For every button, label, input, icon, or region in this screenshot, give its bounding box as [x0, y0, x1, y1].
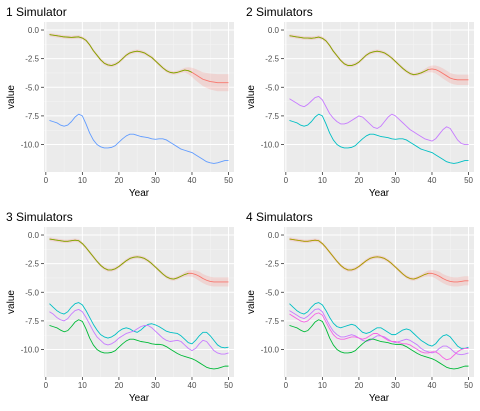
x-tick-label: 0: [44, 176, 49, 185]
y-axis-label: value: [6, 85, 17, 109]
series-ribbon: [49, 237, 229, 287]
x-tick-label: 30: [151, 176, 160, 185]
y-tick-label: -5.0: [265, 83, 279, 92]
x-axis-label: Year: [369, 188, 390, 199]
y-tick-label: -7.5: [265, 112, 279, 121]
y-tick-label: -10.0: [261, 141, 280, 150]
y-tick-label: -5.0: [25, 288, 39, 297]
series-line-6: [289, 319, 469, 370]
x-tick-label: 0: [284, 176, 289, 185]
series-line-5: [289, 312, 469, 361]
series-line-3: [49, 302, 229, 349]
y-tick-label: 0.0: [28, 26, 40, 35]
x-tick-label: 30: [391, 176, 400, 185]
series-line-4: [289, 308, 469, 356]
series-line-4: [49, 308, 229, 355]
x-tick-label: 40: [428, 176, 437, 185]
x-tick-label: 10: [318, 381, 327, 390]
x-tick-label: 50: [464, 381, 473, 390]
y-tick-label: 0.0: [28, 231, 40, 240]
y-tick-label: -2.5: [25, 55, 39, 64]
y-tick-label: 0.0: [268, 231, 280, 240]
y-axis-label: value: [246, 290, 257, 314]
y-axis-label: value: [246, 85, 257, 109]
series-line-2: [49, 34, 193, 74]
series-line-2: [49, 238, 189, 280]
x-tick-label: 40: [188, 381, 197, 390]
series-line-2: [289, 238, 429, 280]
x-tick-label: 0: [44, 381, 49, 390]
y-tick-label: -10.0: [261, 346, 280, 355]
series-line-3: [289, 302, 469, 349]
x-tick-label: 10: [78, 381, 87, 390]
x-axis-label: Year: [129, 188, 150, 199]
panel-title: 2 Simulators: [246, 5, 313, 19]
facet-panel-2: 2 Simulators 0 10 20 30 40 50 0.0 -2.5 -5.0 -7.5 -1…: [246, 5, 474, 199]
x-tick-label: 20: [114, 381, 123, 390]
x-tick-label: 50: [224, 176, 233, 185]
series-line-2: [289, 35, 429, 76]
facet-panel-3: 3 Simulators 0 10 20 30 40 50 0.0 -2.5 -5.0 -7.5 -1…: [6, 210, 234, 404]
x-tick-label: 30: [151, 381, 160, 390]
y-tick-label: -7.5: [265, 317, 279, 326]
y-tick-label: -7.5: [25, 317, 39, 326]
x-axis-label: Year: [369, 393, 390, 404]
facet-panel-4: 4 Simulators 0 10 20 30 40 50 0.0 -2.5 -5.0 -7.5 -1…: [246, 210, 474, 404]
x-tick-label: 10: [78, 176, 87, 185]
series-ribbon: [289, 34, 469, 85]
panel-title: 1 Simulator: [6, 5, 67, 19]
x-tick-label: 50: [464, 176, 473, 185]
panel-title: 3 Simulators: [6, 210, 73, 224]
series-line-5: [49, 319, 229, 370]
x-tick-label: 10: [318, 176, 327, 185]
series-line-3: [289, 113, 469, 164]
series-ribbon: [49, 32, 229, 92]
y-tick-label: -5.0: [25, 83, 39, 92]
series-line-3: [49, 113, 229, 164]
series-line-4: [289, 95, 469, 145]
panel-background: [44, 22, 234, 172]
x-tick-label: 50: [224, 381, 233, 390]
x-tick-label: 30: [391, 381, 400, 390]
x-tick-label: 20: [114, 176, 123, 185]
y-tick-label: -2.5: [265, 260, 279, 269]
panel-background: [284, 227, 474, 377]
y-tick-label: -10.0: [21, 141, 40, 150]
x-tick-label: 40: [188, 176, 197, 185]
x-tick-label: 20: [354, 176, 363, 185]
panel-title: 4 Simulators: [246, 210, 313, 224]
y-tick-label: -5.0: [265, 288, 279, 297]
x-tick-label: 40: [428, 381, 437, 390]
x-tick-label: 20: [354, 381, 363, 390]
series-ribbon: [289, 237, 469, 287]
y-tick-label: 0.0: [268, 26, 280, 35]
y-tick-label: -2.5: [265, 55, 279, 64]
facet-panel-1: 1 Simulator 0 10 20 30 40 50 0.0 -2.5 -5.0 -7.5 -10…: [6, 5, 234, 199]
panel-background: [44, 227, 234, 377]
x-tick-label: 0: [284, 381, 289, 390]
y-tick-label: -10.0: [21, 346, 40, 355]
y-tick-label: -7.5: [25, 112, 39, 121]
y-axis-label: value: [6, 290, 17, 314]
x-axis-label: Year: [129, 393, 150, 404]
y-tick-label: -2.5: [25, 260, 39, 269]
